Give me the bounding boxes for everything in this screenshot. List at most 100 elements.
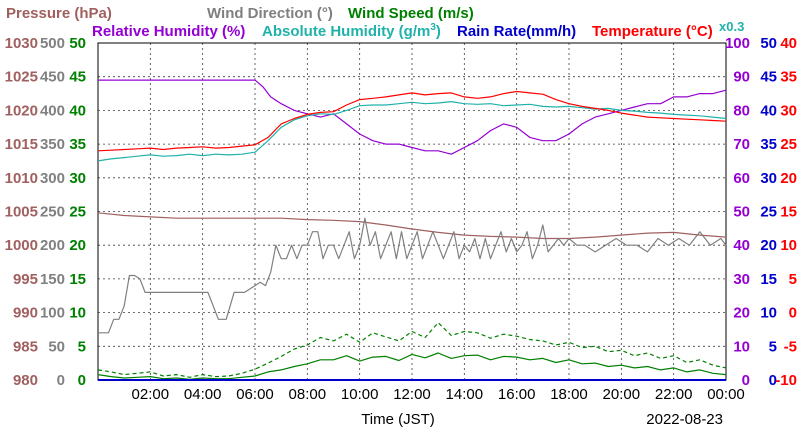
- temperature-tick-label: 0: [789, 305, 797, 322]
- speed-tick-label: 15: [69, 271, 86, 288]
- series: [97, 79, 727, 381]
- legend-entry: Wind Direction (°): [207, 5, 333, 22]
- x-tick-label: 04:00: [184, 386, 222, 403]
- x-tick-labels: 02:00 04:00 06:00 08:00 10:00 12:00 14:00 16:00…: [132, 386, 745, 403]
- humidity-tick-label: 50: [733, 204, 750, 221]
- series-line: [97, 322, 727, 378]
- rain-tick-label: 5: [769, 338, 777, 355]
- x-tick-label: 02:00: [132, 386, 170, 403]
- series-line: [97, 90, 727, 152]
- legend-entry: Temperature (°C): [592, 23, 713, 40]
- rain-tick-label: 20: [760, 237, 777, 254]
- speed-tick-label: 25: [69, 204, 86, 221]
- rain-tick-label: 30: [760, 170, 777, 187]
- speed-tick-label: 35: [69, 136, 86, 153]
- pressure-tick-label: 980: [13, 372, 38, 389]
- speed-tick-label: 40: [69, 102, 86, 119]
- direction-tick-label: 450: [40, 69, 65, 86]
- speed-tick-label: 45: [69, 69, 86, 86]
- x-tick-label: 08:00: [289, 386, 327, 403]
- speed-tick-label: 0: [78, 372, 86, 389]
- legend-entry: Pressure (hPa): [6, 5, 112, 22]
- direction-tick-label: 200: [40, 237, 65, 254]
- x-tick-label: 20:00: [603, 386, 641, 403]
- rain-tick-label: 10: [760, 305, 777, 322]
- pressure-tick-label: 990: [13, 305, 38, 322]
- speed-tick-label: 50: [69, 35, 86, 52]
- date-label: 2022-08-23: [646, 411, 723, 428]
- humidity-tick-label: 70: [733, 136, 750, 153]
- x-tick-label: 10:00: [341, 386, 379, 403]
- direction-tick-label: 0: [57, 372, 65, 389]
- pressure-tick-label: 1015: [5, 136, 38, 153]
- temperature-tick-label: 20: [780, 170, 797, 187]
- speed-tick-label: 20: [69, 237, 86, 254]
- direction-tick-label: 500: [40, 35, 65, 52]
- pressure-tick-label: 1020: [5, 102, 38, 119]
- temperature-tick-label: -5: [784, 338, 797, 355]
- humidity-tick-label: 20: [733, 305, 750, 322]
- x-tick-label: 16:00: [498, 386, 536, 403]
- temperature-tick-label: 35: [780, 69, 797, 86]
- series-line: [97, 352, 727, 380]
- humidity-tick-label: 10: [733, 338, 750, 355]
- rain-tick-label: 35: [760, 136, 777, 153]
- legend-entry: Relative Humidity (%): [92, 23, 245, 40]
- humidity-tick-label: 90: [733, 69, 750, 86]
- pressure-tick-label: 985: [13, 338, 38, 355]
- grid: [98, 43, 726, 380]
- pressure-tick-label: 1010: [5, 170, 38, 187]
- direction-tick-label: 150: [40, 271, 65, 288]
- series-line: [98, 79, 727, 155]
- x-tick-label: 18:00: [550, 386, 588, 403]
- temperature-tick-label: 40: [780, 35, 797, 52]
- humidity-tick-label: 40: [733, 237, 750, 254]
- humidity-tick-label: 0: [742, 372, 750, 389]
- direction-tick-label: 100: [40, 305, 65, 322]
- temperature-tick-label: 10: [780, 237, 797, 254]
- humidity-tick-label: 30: [733, 271, 750, 288]
- series-line: [97, 100, 727, 162]
- humidity-tick-label: 60: [733, 170, 750, 187]
- humidity-tick-label: 100: [725, 35, 750, 52]
- temperature-tick-label: 25: [780, 136, 797, 153]
- temperature-tick-label: 30: [780, 102, 797, 119]
- multiplier-note: x0.3: [719, 19, 744, 34]
- series-line: [97, 212, 727, 240]
- pressure-tick-label: 1005: [5, 204, 38, 221]
- direction-tick-label: 300: [40, 170, 65, 187]
- rain-tick-label: 15: [760, 271, 777, 288]
- speed-tick-label: 10: [69, 305, 86, 322]
- direction-tick-label: 400: [40, 102, 65, 119]
- temperature-tick-label: -10: [775, 372, 797, 389]
- x-axis-label: Time (JST): [361, 411, 435, 428]
- humidity-tick-label: 80: [733, 102, 750, 119]
- legend-entry: Wind Speed (m/s): [348, 5, 474, 22]
- pressure-tick-label: 1030: [5, 35, 38, 52]
- legend-entry: Absolute Humidity (g/m3): [262, 22, 441, 40]
- pressure-tick-label: 995: [13, 271, 38, 288]
- rain-tick-label: 45: [760, 69, 777, 86]
- x-tick-label: 14:00: [446, 386, 484, 403]
- pressure-tick-label: 1025: [5, 69, 38, 86]
- temperature-tick-label: 15: [780, 204, 797, 221]
- speed-tick-label: 5: [78, 338, 86, 355]
- rain-tick-label: 0: [769, 372, 777, 389]
- axes: 9809859909951000100510101015102010251030…: [5, 35, 797, 389]
- rain-tick-label: 50: [760, 35, 777, 52]
- legend: Pressure (hPa) Wind Direction (°) Wind Spe…: [6, 5, 713, 40]
- temperature-tick-label: 5: [789, 271, 797, 288]
- x-tick-label: 06:00: [236, 386, 274, 403]
- series-line: [98, 217, 727, 334]
- direction-tick-label: 350: [40, 136, 65, 153]
- x-tick-label: 22:00: [655, 386, 693, 403]
- rain-tick-label: 25: [760, 204, 777, 221]
- pressure-tick-label: 1000: [5, 237, 38, 254]
- speed-tick-label: 30: [69, 170, 86, 187]
- legend-entry: Rain Rate(mm/h): [457, 23, 576, 40]
- x-tick-label: 12:00: [393, 386, 431, 403]
- direction-tick-label: 250: [40, 204, 65, 221]
- direction-tick-label: 50: [48, 338, 65, 355]
- rain-tick-label: 40: [760, 102, 777, 119]
